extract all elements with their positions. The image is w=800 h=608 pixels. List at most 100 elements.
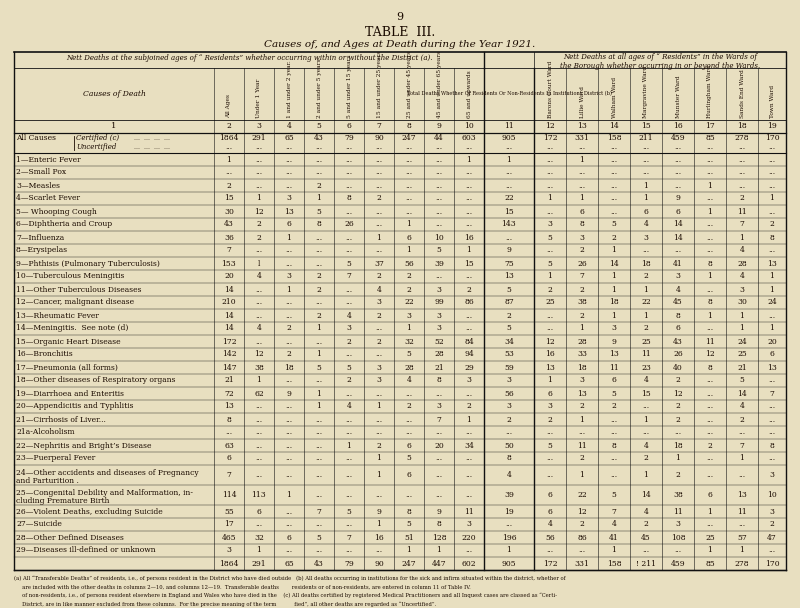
Text: ...: ... xyxy=(769,168,775,176)
Text: 5: 5 xyxy=(317,533,322,542)
Text: ...: ... xyxy=(769,143,775,151)
Text: 8: 8 xyxy=(437,520,442,528)
Text: ...: ... xyxy=(315,143,322,151)
Text: 17: 17 xyxy=(224,520,234,528)
Text: 79: 79 xyxy=(344,134,354,142)
Text: 5: 5 xyxy=(346,508,351,516)
Text: 14: 14 xyxy=(224,311,234,319)
Text: ...: ... xyxy=(506,233,513,241)
Text: 33: 33 xyxy=(577,350,587,359)
Text: 44: 44 xyxy=(434,134,444,142)
Text: 56: 56 xyxy=(545,533,555,542)
Text: 14: 14 xyxy=(641,491,651,499)
Text: ...: ... xyxy=(346,350,353,359)
Text: ...: ... xyxy=(286,455,293,463)
Text: 6: 6 xyxy=(226,455,231,463)
Text: 5: 5 xyxy=(406,350,411,359)
Text: ...: ... xyxy=(286,429,293,437)
Text: Causes of Death: Causes of Death xyxy=(82,90,146,98)
Text: 2: 2 xyxy=(506,415,511,424)
Text: ...: ... xyxy=(578,182,586,190)
Text: 15—Organic Heart Disease: 15—Organic Heart Disease xyxy=(16,337,121,345)
Text: 10: 10 xyxy=(434,233,444,241)
Text: ...: ... xyxy=(610,156,618,164)
Text: 11: 11 xyxy=(464,508,474,516)
Text: ...: ... xyxy=(769,429,775,437)
Text: 25—Congenital Debility and Malformation, in-: 25—Congenital Debility and Malformation,… xyxy=(16,489,193,497)
Text: 1: 1 xyxy=(611,286,617,294)
Text: ...: ... xyxy=(255,455,262,463)
Text: ...: ... xyxy=(435,168,442,176)
Text: ...: ... xyxy=(375,246,382,255)
Text: 6: 6 xyxy=(406,441,411,449)
Text: ...: ... xyxy=(706,221,714,229)
Text: 13: 13 xyxy=(767,260,777,268)
Text: 43: 43 xyxy=(314,559,324,567)
Text: Certified (c): Certified (c) xyxy=(76,134,119,142)
Text: 170: 170 xyxy=(765,134,779,142)
Text: ...: ... xyxy=(578,168,586,176)
Text: 72: 72 xyxy=(224,390,234,398)
Text: 9: 9 xyxy=(437,122,442,131)
Text: ...: ... xyxy=(346,168,353,176)
Text: 2: 2 xyxy=(406,286,411,294)
Text: ...: ... xyxy=(375,325,382,333)
Text: ...: ... xyxy=(255,415,262,424)
Text: ...: ... xyxy=(546,547,554,554)
Text: 8: 8 xyxy=(770,233,774,241)
Text: ...: ... xyxy=(738,520,746,528)
Text: 2: 2 xyxy=(466,402,471,410)
Text: 12: 12 xyxy=(545,122,555,131)
Text: 2: 2 xyxy=(377,311,382,319)
Text: ...  ...  ...  ...: ... ... ... ... xyxy=(134,145,170,150)
Text: ...: ... xyxy=(578,547,586,554)
Text: 3: 3 xyxy=(770,508,774,516)
Text: Nett Deaths at all ages of “ Residents” in the Wards of
the Borough whether occu: Nett Deaths at all ages of “ Residents” … xyxy=(560,53,760,70)
Text: Under 1 Year: Under 1 Year xyxy=(257,78,262,118)
Text: ...: ... xyxy=(435,272,442,280)
Text: 2: 2 xyxy=(643,272,649,280)
Text: and Parturition .: and Parturition . xyxy=(16,477,79,485)
Text: ...: ... xyxy=(286,547,293,554)
Text: ...: ... xyxy=(315,168,322,176)
Text: 25: 25 xyxy=(545,299,555,306)
Text: 1: 1 xyxy=(377,455,382,463)
Text: ...: ... xyxy=(315,233,322,241)
Text: ...: ... xyxy=(435,156,442,164)
Text: ...: ... xyxy=(706,415,714,424)
Text: ...: ... xyxy=(286,143,293,151)
Text: 9: 9 xyxy=(437,508,442,516)
Text: 3: 3 xyxy=(611,325,617,333)
Text: 2: 2 xyxy=(547,286,553,294)
Text: ...: ... xyxy=(674,547,682,554)
Text: 459: 459 xyxy=(670,134,686,142)
Text: 11: 11 xyxy=(737,207,747,215)
Text: 3: 3 xyxy=(675,520,681,528)
Text: 2: 2 xyxy=(317,286,322,294)
Text: ...: ... xyxy=(546,207,554,215)
Text: 11: 11 xyxy=(737,508,747,516)
Text: ...: ... xyxy=(466,325,473,333)
Text: 21: 21 xyxy=(737,364,747,371)
Text: ...: ... xyxy=(610,195,618,202)
Text: 8: 8 xyxy=(226,415,231,424)
Text: 3: 3 xyxy=(579,376,585,384)
Text: 26: 26 xyxy=(577,260,587,268)
Text: ...: ... xyxy=(466,168,473,176)
Text: 7: 7 xyxy=(770,390,774,398)
Text: 12: 12 xyxy=(545,337,555,345)
Text: 2: 2 xyxy=(611,402,617,410)
Text: ...: ... xyxy=(466,455,473,463)
Text: Nett Deaths at the subjoined ages of “ Residents” whether occurring within or wi: Nett Deaths at the subjoined ages of “ R… xyxy=(66,54,432,62)
Text: 43: 43 xyxy=(224,221,234,229)
Text: 14: 14 xyxy=(609,260,619,268)
Text: ...: ... xyxy=(466,547,473,554)
Text: 1: 1 xyxy=(643,182,649,190)
Text: 1: 1 xyxy=(111,122,117,131)
Text: 1: 1 xyxy=(547,376,553,384)
Text: 7: 7 xyxy=(579,272,585,280)
Text: 34: 34 xyxy=(464,441,474,449)
Text: ...: ... xyxy=(255,311,262,319)
Text: 5: 5 xyxy=(317,207,322,215)
Text: 2: 2 xyxy=(317,182,322,190)
